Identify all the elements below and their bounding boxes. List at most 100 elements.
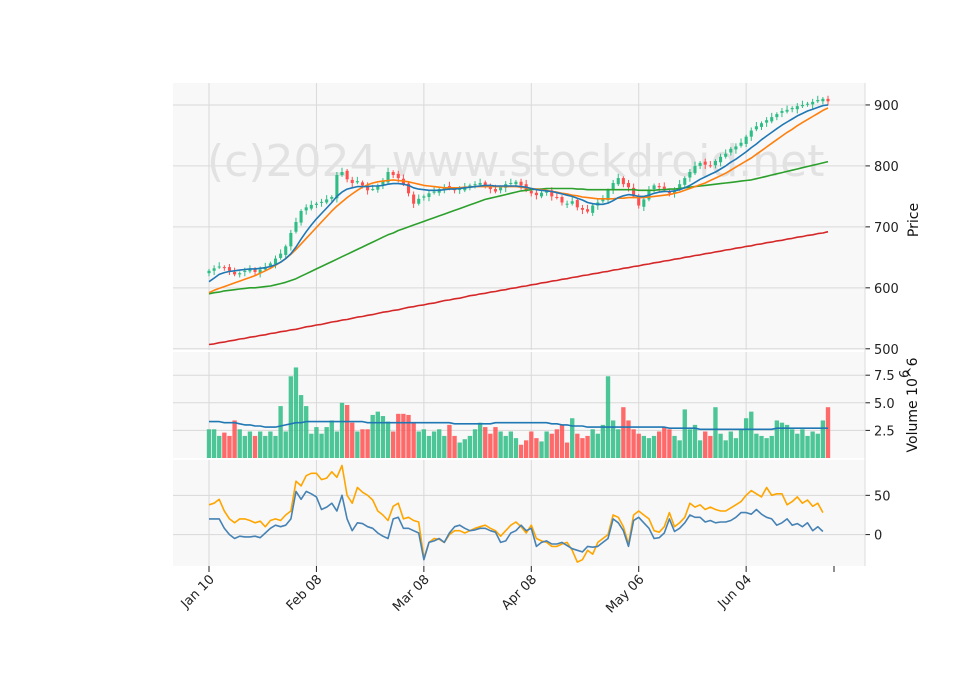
candle-68 — [555, 192, 559, 200]
candle-0 — [207, 268, 211, 277]
candle-body-50 — [463, 187, 467, 191]
volume-bar-87 — [651, 435, 657, 458]
candle-29 — [355, 176, 359, 185]
volume-bar-17 — [293, 367, 299, 458]
volume-bar-14 — [278, 406, 283, 458]
candle-69 — [560, 195, 564, 206]
candle-body-49 — [458, 189, 462, 191]
volume-bar-8 — [247, 431, 253, 458]
candle-28 — [350, 176, 354, 188]
candle-body-18 — [299, 211, 303, 223]
oscillator-line-a — [208, 464, 824, 563]
volume-bar-59 — [508, 431, 514, 458]
volume-bar-1 — [211, 429, 217, 458]
volume-y-tick-label-1: 5.0 — [874, 397, 895, 412]
volume-bar-67 — [549, 433, 554, 458]
candle-119 — [816, 95, 820, 104]
candle-4 — [227, 264, 231, 276]
volume-bar-20 — [309, 433, 314, 458]
candle-body-91 — [672, 190, 677, 194]
candle-6 — [238, 271, 242, 278]
volume-bar-65 — [539, 441, 544, 458]
volume-bar-48 — [452, 435, 457, 458]
candle-body-5 — [233, 271, 237, 275]
candle-33 — [376, 183, 380, 193]
volume-bar-108 — [759, 435, 764, 458]
candle-113 — [785, 105, 789, 114]
candle-105 — [744, 134, 748, 148]
candle-body-112 — [780, 111, 784, 113]
candle-body-102 — [729, 148, 733, 153]
candle-98 — [708, 161, 712, 168]
candle-121 — [826, 95, 830, 106]
candle-body-51 — [468, 185, 472, 188]
candle-67 — [550, 187, 554, 201]
volume-bar-73 — [580, 438, 585, 458]
volume-bar-37 — [396, 413, 401, 458]
candle-body-24 — [330, 196, 334, 199]
price-axis-title: Price — [906, 203, 922, 237]
candle-body-63 — [529, 190, 533, 194]
candle-body-30 — [360, 182, 365, 186]
candle-body-106 — [749, 130, 753, 137]
candle-64 — [534, 189, 538, 200]
volume-bar-76 — [595, 433, 600, 458]
candle-body-19 — [304, 207, 308, 211]
candle-5 — [233, 267, 237, 277]
volume-bar-103 — [733, 438, 739, 458]
candle-body-59 — [509, 182, 513, 184]
candle-body-64 — [534, 192, 538, 196]
oscillator-y-tick-label-0: 0 — [874, 529, 882, 544]
candle-body-78 — [606, 190, 610, 201]
volume-bar-57 — [498, 431, 503, 458]
x-tick-label-3: Apr 08 — [499, 572, 540, 613]
candle-21 — [314, 201, 318, 208]
x-tick-label-0: Jan 10 — [178, 572, 218, 612]
candle-80 — [616, 173, 620, 187]
candle-35 — [386, 167, 390, 185]
candle-body-42 — [422, 196, 426, 198]
candle-body-98 — [708, 165, 712, 167]
candle-39 — [406, 181, 411, 197]
candle-body-116 — [800, 104, 804, 107]
candle-body-82 — [626, 182, 631, 188]
volume-bar-66 — [544, 431, 549, 458]
volume-bar-0 — [206, 429, 212, 458]
candle-118 — [811, 98, 815, 109]
candle-body-13 — [273, 258, 278, 265]
candle-74 — [586, 204, 590, 214]
candle-body-105 — [744, 136, 748, 144]
x-tick-label-1: Feb 08 — [284, 572, 326, 614]
volume-bar-68 — [554, 429, 560, 458]
candle-24 — [330, 195, 334, 202]
candle-body-107 — [754, 126, 758, 130]
candle-body-108 — [759, 123, 764, 127]
volume-bar-28 — [350, 422, 355, 458]
candle-body-54 — [483, 182, 487, 186]
volume-bar-40 — [411, 422, 416, 458]
candle-78 — [606, 188, 610, 204]
candle-120 — [821, 97, 825, 105]
volume-bar-106 — [749, 411, 754, 458]
candle-body-3 — [222, 267, 226, 269]
candle-3 — [222, 265, 226, 271]
volume-bar-24 — [329, 420, 334, 458]
x-tick-label-5: Jun 04 — [715, 572, 755, 612]
price-y-tick-label-3: 800 — [874, 160, 899, 175]
volume-bar-42 — [421, 429, 427, 458]
candle-body-34 — [381, 181, 385, 185]
candle-body-33 — [376, 185, 380, 190]
candle-body-97 — [703, 161, 707, 165]
volume-bar-86 — [646, 438, 652, 458]
candle-18 — [299, 209, 303, 226]
volume-bar-44 — [431, 431, 437, 458]
volume-bar-62 — [523, 440, 529, 458]
volume-bar-105 — [743, 418, 749, 458]
candle-body-37 — [396, 173, 400, 179]
candle-body-17 — [294, 221, 298, 232]
volume-bar-121 — [825, 407, 831, 458]
candle-71 — [570, 196, 574, 206]
candle-body-53 — [478, 182, 482, 185]
volume-bar-101 — [723, 440, 728, 458]
